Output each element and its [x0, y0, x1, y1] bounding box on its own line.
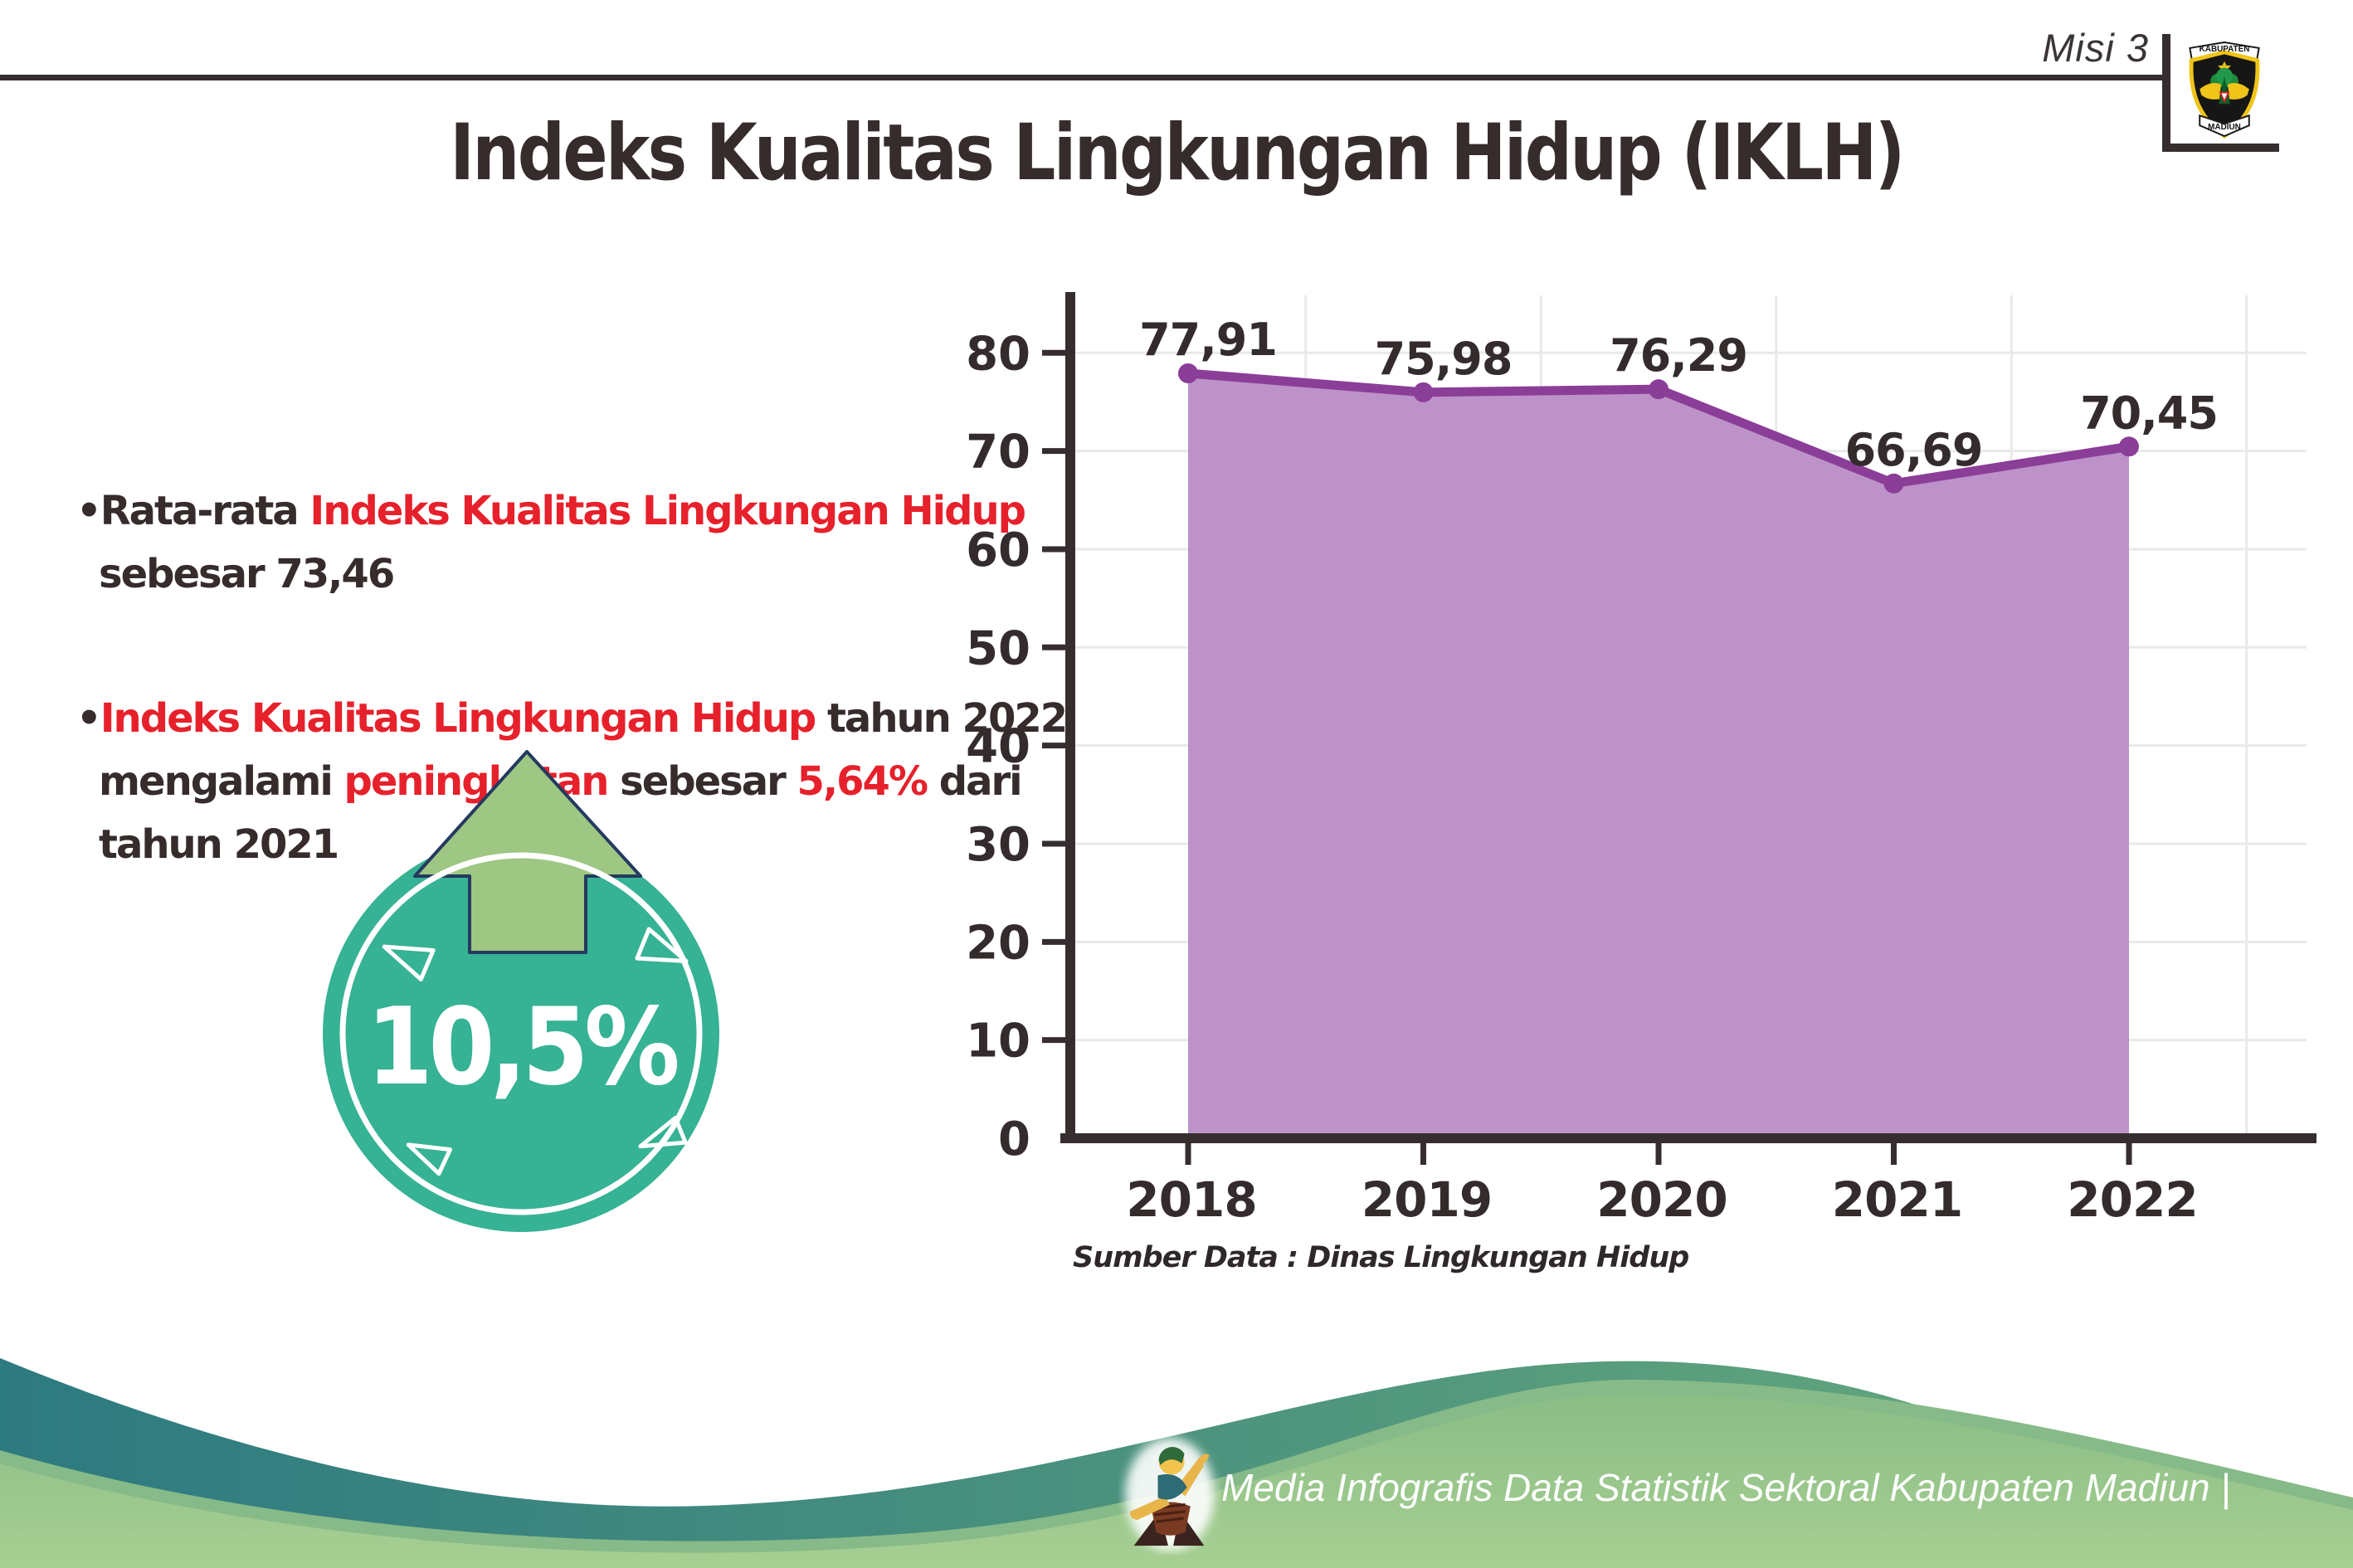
mascot-sash	[1157, 1474, 1187, 1500]
iklh-chart-area: 77,91 75,98 76,29 66,69 70,45 0 10 20 30 40 50 60 70…	[954, 282, 2340, 1261]
footer-credit: Media Infografis Data Statistik Sektoral…	[1221, 1466, 2231, 1509]
bullet-dot: •	[76, 488, 102, 534]
text-segment: sebesar	[607, 758, 797, 805]
y-tick-label: 70	[966, 426, 1030, 480]
data-point	[1413, 382, 1434, 402]
text-segment: tahun 2022	[815, 695, 1068, 742]
text-segment: 5,64%	[797, 758, 929, 805]
bullet-dot: •	[76, 695, 102, 742]
logo-wing-left	[2200, 83, 2222, 100]
logo-bracket-vertical	[2162, 34, 2170, 152]
spark-triangle	[638, 1115, 688, 1149]
header-rule	[0, 75, 2163, 80]
source-note: Sumber Data : Dinas Lingkungan Hidup	[1073, 1241, 1689, 1274]
iklh-area-chart: 77,91 75,98 76,29 66,69 70,45 0 10 20 30 40 50 60 70…	[966, 292, 2316, 1228]
y-tick-label: 80	[966, 327, 1030, 381]
misi-label: Misi 3	[2042, 26, 2149, 70]
text-segment: Rata-rata	[100, 488, 310, 534]
text-segment: sebesar 73,46	[99, 551, 395, 597]
dancer-mascot-icon	[1125, 1437, 1215, 1551]
y-tick-label: 60	[966, 523, 1030, 577]
bullet-line: •Indeks Kualitas Lingkungan Hidup tahun …	[76, 687, 1072, 750]
data-label: 70,45	[2080, 387, 2218, 439]
bullet-line: sebesar 73,46	[99, 543, 1072, 606]
data-point	[1883, 473, 1904, 494]
x-tick-label: 2021	[1832, 1171, 1962, 1228]
page-title: Indeks Kualitas Lingkungan Hidup (IKLH)	[450, 108, 1905, 198]
x-tick-label: 2020	[1596, 1171, 1727, 1228]
data-label: 75,98	[1375, 333, 1513, 385]
y-tick-label: 30	[966, 818, 1030, 872]
logo-bracket-horizontal	[2162, 144, 2279, 152]
badge-ring	[339, 852, 703, 1215]
data-point	[2119, 436, 2139, 457]
y-tick-label: 10	[966, 1015, 1030, 1069]
mascot-hand-flourish	[1197, 1454, 1210, 1466]
x-tick-label: 2018	[1126, 1171, 1256, 1228]
data-label: 77,91	[1139, 314, 1277, 366]
increase-badge	[323, 750, 719, 1232]
text-segment: Indeks Kualitas Lingkungan Hidup	[100, 695, 817, 742]
logo-tree-crown	[2216, 67, 2233, 85]
wave-front-green	[0, 1394, 2353, 1568]
up-arrow-icon	[413, 750, 642, 954]
spark-triangle	[635, 927, 689, 963]
y-tick-label: 0	[998, 1113, 1030, 1166]
y-tick-label: 20	[966, 916, 1030, 970]
data-point	[1649, 379, 1669, 400]
mascot-headwrap	[1158, 1447, 1185, 1466]
text-segment: Indeks Kualitas Lingkungan Hidup	[309, 488, 1026, 534]
logo-wing-right	[2227, 83, 2249, 100]
logo-bottom-ribbon	[2199, 114, 2250, 138]
kabupaten-madiun-logo: KABUPATEN MADIUN	[2189, 41, 2260, 139]
data-label: 76,29	[1610, 329, 1747, 382]
logo-bottom-text: MADIUN	[2208, 123, 2241, 132]
badge-percentage: 10,5%	[366, 986, 680, 1109]
logo-center-shield	[2219, 91, 2230, 104]
badge-spark-triangles	[382, 927, 689, 1176]
x-tick-label: 2019	[1362, 1171, 1492, 1228]
x-tick-label: 2022	[2067, 1171, 2197, 1228]
text-segment: dari	[927, 758, 1023, 805]
badge-circle	[323, 835, 719, 1232]
spark-triangle	[382, 944, 436, 981]
bullet-item-1: •Rata-rata Indeks Kualitas Lingkungan Hi…	[76, 480, 1072, 606]
data-point	[1178, 363, 1198, 384]
series-area	[1188, 373, 2129, 1138]
bullet-line: •Rata-rata Indeks Kualitas Lingkungan Hi…	[76, 480, 1072, 543]
y-tick-label: 50	[966, 621, 1030, 675]
data-label: 66,69	[1845, 424, 1983, 476]
text-segment: tahun 2021	[99, 821, 339, 868]
y-tick-label: 40	[966, 720, 1030, 774]
spark-triangle	[406, 1142, 453, 1176]
logo-top-text: KABUPATEN	[2200, 45, 2250, 54]
text-segment: mengalami	[99, 758, 344, 805]
mascot-arm-left	[1130, 1496, 1170, 1521]
bullet-line: tahun 2021	[99, 813, 1072, 876]
